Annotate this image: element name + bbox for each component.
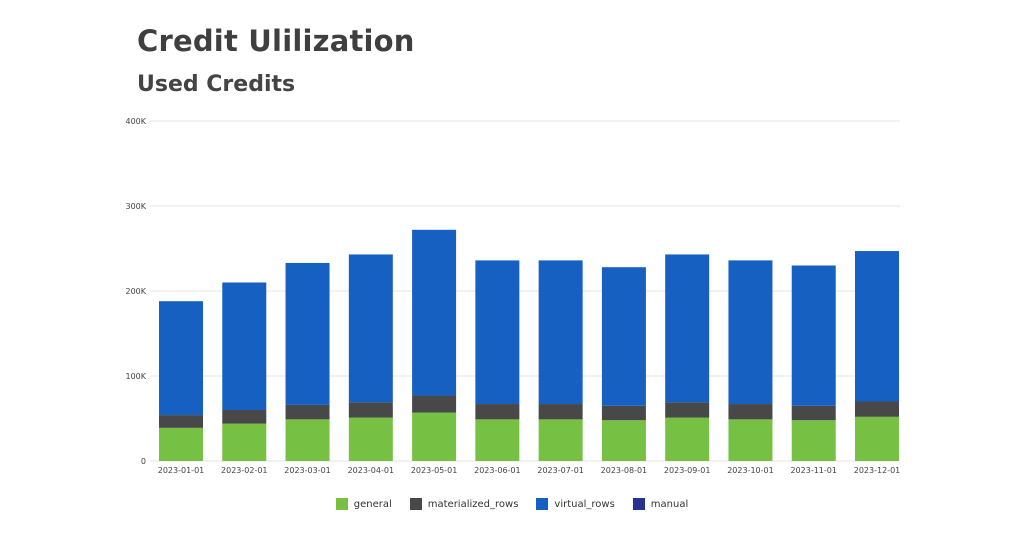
x-tick-label: 2023-09-01 [664, 466, 711, 475]
bar-segment-general[interactable] [855, 416, 899, 461]
bar-segment-virtual_rows[interactable] [222, 282, 267, 411]
x-tick-label: 2023-12-01 [854, 466, 901, 475]
legend-swatch [335, 498, 348, 510]
bar-segment-general[interactable] [222, 423, 267, 461]
y-tick-label: 0 [141, 457, 146, 466]
bar-segment-general[interactable] [538, 419, 583, 461]
bar-segment-general[interactable] [285, 419, 330, 461]
y-tick-label: 400K [125, 117, 146, 126]
bar-segment-materialized_rows[interactable] [475, 404, 520, 420]
bar-segment-general[interactable] [665, 417, 710, 461]
bar-segment-virtual_rows[interactable] [412, 229, 457, 396]
legend-swatch [536, 498, 549, 510]
legend-item-virtual_rows[interactable]: virtual_rows [536, 498, 615, 510]
bar-segment-virtual_rows[interactable] [538, 260, 583, 405]
bar-segment-materialized_rows[interactable] [348, 402, 393, 418]
bar-segment-virtual_rows[interactable] [665, 254, 710, 403]
chart-subtitle: Used Credits [137, 72, 296, 97]
x-tick-label: 2023-08-01 [601, 466, 648, 475]
bar-segment-virtual_rows[interactable] [285, 262, 330, 405]
x-tick-label: 2023-02-01 [221, 466, 268, 475]
bar-segment-virtual_rows[interactable] [159, 301, 203, 416]
legend-swatch [632, 498, 645, 510]
x-tick-label: 2023-06-01 [474, 466, 521, 475]
bar-segment-materialized_rows[interactable] [412, 395, 457, 413]
y-tick-label: 300K [125, 202, 146, 211]
x-tick-label: 2023-11-01 [790, 466, 837, 475]
x-tick-label: 2023-01-01 [158, 466, 205, 475]
bar-segment-materialized_rows[interactable] [855, 401, 899, 417]
legend-item-materialized_rows[interactable]: materialized_rows [409, 498, 519, 510]
bar-segment-virtual_rows[interactable] [728, 260, 773, 405]
bar-segment-virtual_rows[interactable] [855, 251, 899, 402]
bar-segment-materialized_rows[interactable] [665, 402, 710, 418]
y-tick-label: 200K [125, 287, 146, 296]
legend-label: materialized_rows [427, 498, 519, 510]
legend-item-manual[interactable]: manual [632, 498, 689, 510]
y-tick-label: 100K [125, 372, 146, 381]
bar-segment-general[interactable] [348, 417, 393, 461]
legend-label: virtual_rows [554, 498, 615, 510]
legend-label: general [353, 498, 392, 510]
legend-item-general[interactable]: general [335, 498, 392, 510]
bar-segment-materialized_rows[interactable] [601, 405, 646, 421]
chart-legend: general materialized_rows virtual_rows manu… [0, 498, 1024, 510]
bar-segment-materialized_rows[interactable] [222, 410, 267, 424]
bar-segment-virtual_rows[interactable] [791, 265, 836, 406]
x-tick-label: 2023-04-01 [348, 466, 395, 475]
bar-segment-virtual_rows[interactable] [601, 267, 646, 406]
bar-segment-materialized_rows[interactable] [728, 404, 773, 420]
x-tick-label: 2023-07-01 [537, 466, 584, 475]
bar-segment-general[interactable] [728, 419, 773, 461]
bar-segment-general[interactable] [791, 420, 836, 461]
bar-segment-materialized_rows[interactable] [791, 405, 836, 421]
legend-label: manual [650, 498, 689, 510]
bar-segment-materialized_rows[interactable] [538, 404, 583, 420]
bar-segment-general[interactable] [475, 419, 520, 461]
chart-title: Credit Ulilization [137, 24, 415, 58]
legend-swatch [409, 498, 422, 510]
bar-segment-general[interactable] [601, 420, 646, 461]
x-tick-label: 2023-03-01 [284, 466, 331, 475]
bar-segment-general[interactable] [412, 412, 457, 461]
x-tick-label: 2023-10-01 [727, 466, 774, 475]
bar-segment-virtual_rows[interactable] [475, 260, 520, 405]
bar-segment-materialized_rows[interactable] [159, 415, 203, 428]
bar-segment-general[interactable] [159, 427, 203, 461]
x-tick-label: 2023-05-01 [411, 466, 458, 475]
bar-segment-virtual_rows[interactable] [348, 254, 393, 403]
bar-segment-materialized_rows[interactable] [285, 404, 330, 420]
